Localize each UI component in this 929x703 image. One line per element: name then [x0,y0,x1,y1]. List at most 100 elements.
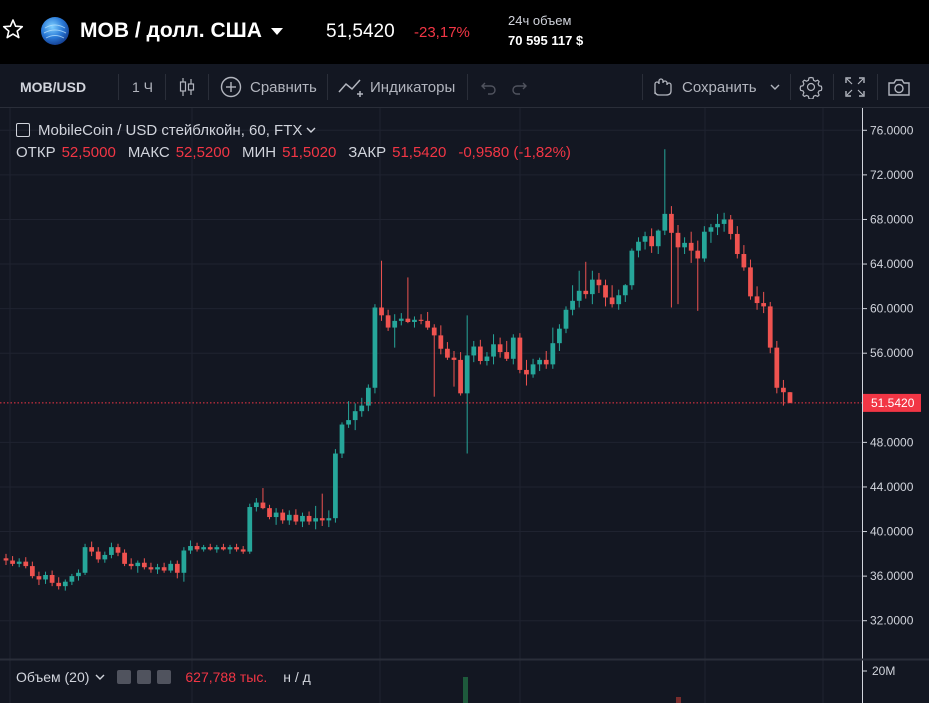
candle-body [339,424,345,454]
mobilecoin-logo-icon [41,17,69,45]
redo-icon [512,82,527,95]
chart-legend: MobileCoin / USD стейблкойн, 60, FTX ОТК… [16,120,577,162]
candle-body [306,515,312,522]
candle-body [10,560,15,564]
candle-body [221,547,226,550]
interval-label: 1 Ч [132,79,154,95]
divider [118,74,119,100]
chart-area[interactable]: 76.0000 72.0000 68.0000 64.0000 60.0000 56.00… [0,108,929,703]
candle-body [576,290,582,301]
chevron-down-icon[interactable] [306,126,316,134]
candle-body [787,392,793,403]
change-value: -0,9580 (-1,82%) [458,143,571,161]
candle-body [708,227,714,232]
volume-legend-title[interactable]: Объем (20) [16,669,90,685]
snapshot-button[interactable] [886,66,912,108]
symbol-title[interactable]: MOB / долл. США [80,19,262,42]
candle-body [89,547,95,552]
candle-body [405,318,411,322]
volume-legend: Объем (20) 627,788 тыс. н / д [16,669,311,685]
candle-body [589,279,595,295]
divider [790,74,791,100]
candle-body [135,562,141,567]
candle-body [563,309,569,329]
chevron-down-icon[interactable] [271,28,283,35]
candle-body [761,303,767,307]
volume-value: 627,788 тыс. [185,669,268,685]
candle-body [642,236,648,242]
fullscreen-icon [845,77,865,97]
open-value: 52,5000 [61,143,116,161]
open-label: ОТКР [16,143,56,161]
indicators-button[interactable]: Индикаторы [338,66,455,108]
high-value: 52,5200 [175,143,230,161]
candle-body [754,296,760,304]
candle-body [95,551,101,560]
settings-button[interactable] [799,66,823,108]
symbol-button[interactable]: MOB/USD [20,66,86,108]
low-label: МИН [241,143,277,161]
candle-body [313,518,319,522]
candle-body [286,514,292,521]
candle-body [398,318,404,321]
candle-body [43,575,48,580]
gear-icon [799,76,823,99]
candle-body [62,581,68,587]
close-icon[interactable] [157,670,172,684]
candle-body [109,547,114,555]
candle-body [168,563,174,571]
volume-24h-label: 24ч объем [508,13,572,28]
divider [208,74,209,100]
candle-body [141,562,147,568]
chevron-down-icon[interactable] [95,673,105,681]
candle-body [781,387,786,393]
collapse-legend-icon[interactable] [16,123,30,137]
volume-na: н / д [283,669,311,685]
candle-body [741,254,747,268]
candle-body [372,307,378,388]
eye-icon[interactable] [117,670,132,684]
candle-body [517,337,523,370]
cloud-hand-icon [654,78,672,96]
volume-bar [463,677,468,703]
symbol-button-label: MOB/USD [20,79,87,95]
chart-type-button[interactable] [178,66,196,108]
candle-body [346,420,351,425]
candles-icon [179,78,195,96]
candlestick-chart[interactable]: 76.0000 72.0000 68.0000 64.0000 60.0000 56.00… [0,108,929,703]
legend-title[interactable]: MobileCoin / USD стейблкойн, 60, FTX [38,121,303,139]
candle-body [767,306,773,348]
y-tick-label: 44.0000 [870,480,914,494]
interval-button[interactable]: 1 Ч [132,66,153,108]
divider [642,74,643,100]
candle-body [36,576,42,580]
compare-button[interactable]: Сравнить [220,66,317,108]
fullscreen-button[interactable] [844,66,866,108]
candle-body [570,300,575,310]
y-tick-label: 56.0000 [870,346,914,360]
candle-body [247,507,253,552]
candle-body [392,320,398,328]
candle-body [3,558,9,561]
candle-body [188,546,193,551]
last-price: 51,5420 [326,21,395,42]
save-button[interactable]: Сохранить [650,66,781,108]
candle-body [629,250,635,286]
candle-body [214,547,220,550]
candle-body [155,567,160,570]
candle-body [273,512,279,518]
candle-body [445,348,450,358]
candle-body [510,337,516,359]
indicators-label: Индикаторы [370,78,456,96]
candle-body [438,335,444,349]
candle-body [194,546,200,550]
gear-icon[interactable] [137,670,152,684]
candle-body [497,344,503,353]
star-icon[interactable] [2,18,24,40]
undo-button[interactable] [480,66,498,108]
candle-body [649,236,655,247]
candle-body [326,518,332,521]
candle-body [385,315,391,328]
divider [165,74,166,100]
redo-button[interactable] [510,66,528,108]
